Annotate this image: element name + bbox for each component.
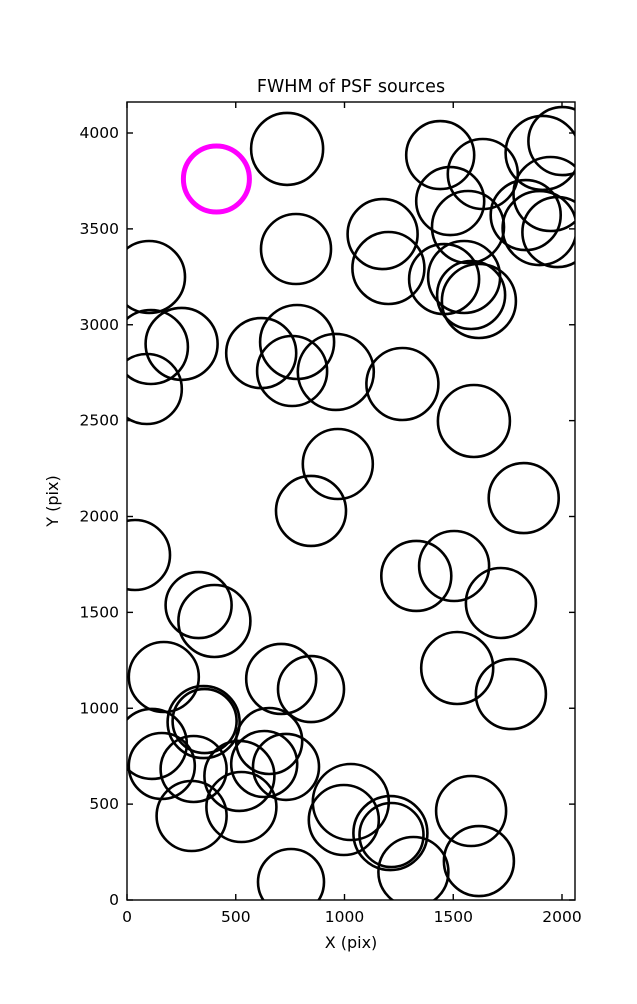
psf-source-circle	[255, 334, 329, 408]
psf-source-circle	[504, 114, 575, 192]
psf-source-circle	[256, 847, 326, 900]
x-tick-label: 2000	[542, 908, 581, 926]
y-tick-label: 4000	[80, 124, 119, 142]
psf-source-circle	[379, 539, 453, 613]
psf-source-circle	[440, 262, 518, 340]
psf-source-circle	[127, 640, 201, 714]
x-tick-label: 1000	[325, 908, 364, 926]
psf-source-circle	[358, 801, 425, 869]
axes-frame	[126, 101, 576, 901]
psf-source-circle	[346, 197, 419, 271]
y-tick-label: 3500	[80, 220, 119, 238]
y-tick-label: 1000	[80, 699, 119, 717]
psf-source-circle	[259, 212, 333, 286]
psf-source-circle	[419, 630, 495, 706]
psf-source-circle	[414, 165, 486, 237]
psf-source-circle	[487, 461, 561, 535]
psf-source-circle	[249, 111, 325, 187]
psf-circles-layer	[127, 105, 575, 900]
psf-source-circle	[258, 303, 336, 381]
psf-source-circle	[177, 583, 252, 659]
y-tick-labels: 0 500 1000 1500 2000 2500 3000 3500 4000	[80, 124, 119, 909]
psf-source-circle	[127, 352, 184, 426]
psf-source-circle	[474, 657, 548, 731]
psf-source-circle	[307, 783, 381, 857]
psf-source-circle	[171, 687, 238, 755]
x-axis-label: X (pix)	[325, 933, 378, 952]
psf-source-circle	[430, 189, 506, 265]
psf-source-circle	[159, 734, 228, 804]
psf-source-circle	[127, 308, 190, 386]
psf-source-circle	[434, 774, 508, 848]
psf-source-circle	[489, 178, 563, 252]
psf-source-circle	[203, 739, 276, 813]
psf-source-circle	[442, 824, 516, 898]
x-tick-label: 500	[221, 908, 251, 926]
psf-source-circle	[527, 105, 575, 177]
y-tick-label: 2000	[80, 508, 119, 526]
psf-source-circle	[404, 119, 476, 191]
y-tick-label: 1500	[80, 603, 119, 621]
psf-source-circle	[365, 346, 440, 422]
y-tick-label: 0	[109, 891, 119, 909]
x-tick-labels: 0 500 1000 1500 2000	[122, 908, 582, 926]
psf-source-circle	[436, 383, 512, 459]
psf-source-circle	[164, 570, 233, 640]
psf-source-circle	[464, 566, 538, 640]
psf-source-circle	[251, 732, 321, 802]
psf-source-circle	[244, 642, 318, 716]
psf-source-circle	[127, 518, 172, 592]
psf-source-circle	[301, 427, 375, 501]
psf-source-circle	[521, 195, 575, 269]
psf-source-circle	[417, 529, 491, 603]
y-tick-label: 3000	[80, 316, 119, 334]
psf-source-circle	[229, 729, 299, 799]
y-tick-label: 2500	[80, 412, 119, 430]
psf-source-circle	[274, 474, 348, 548]
psf-source-circle	[435, 259, 507, 331]
psf-source-circle	[155, 779, 228, 853]
chart-title: FWHM of PSF sources	[257, 77, 445, 97]
axis-ticks	[126, 102, 575, 901]
y-tick-label: 500	[89, 795, 119, 813]
psf-source-circle	[351, 230, 426, 306]
psf-source-circle	[352, 794, 429, 872]
psf-source-circle	[127, 239, 187, 315]
psf-source-circle	[276, 654, 346, 724]
x-tick-label: 1500	[434, 908, 473, 926]
psf-source-circle	[512, 155, 575, 233]
y-axis-label: Y (pix)	[43, 475, 62, 527]
psf-source-circle	[296, 332, 376, 412]
psf-source-circle	[166, 684, 241, 760]
psf-source-circle	[205, 770, 278, 844]
psf-source-circle	[377, 835, 450, 900]
x-tick-label: 0	[122, 908, 132, 926]
highlighted-psf-circle	[180, 143, 252, 215]
psf-source-circle	[501, 189, 575, 267]
